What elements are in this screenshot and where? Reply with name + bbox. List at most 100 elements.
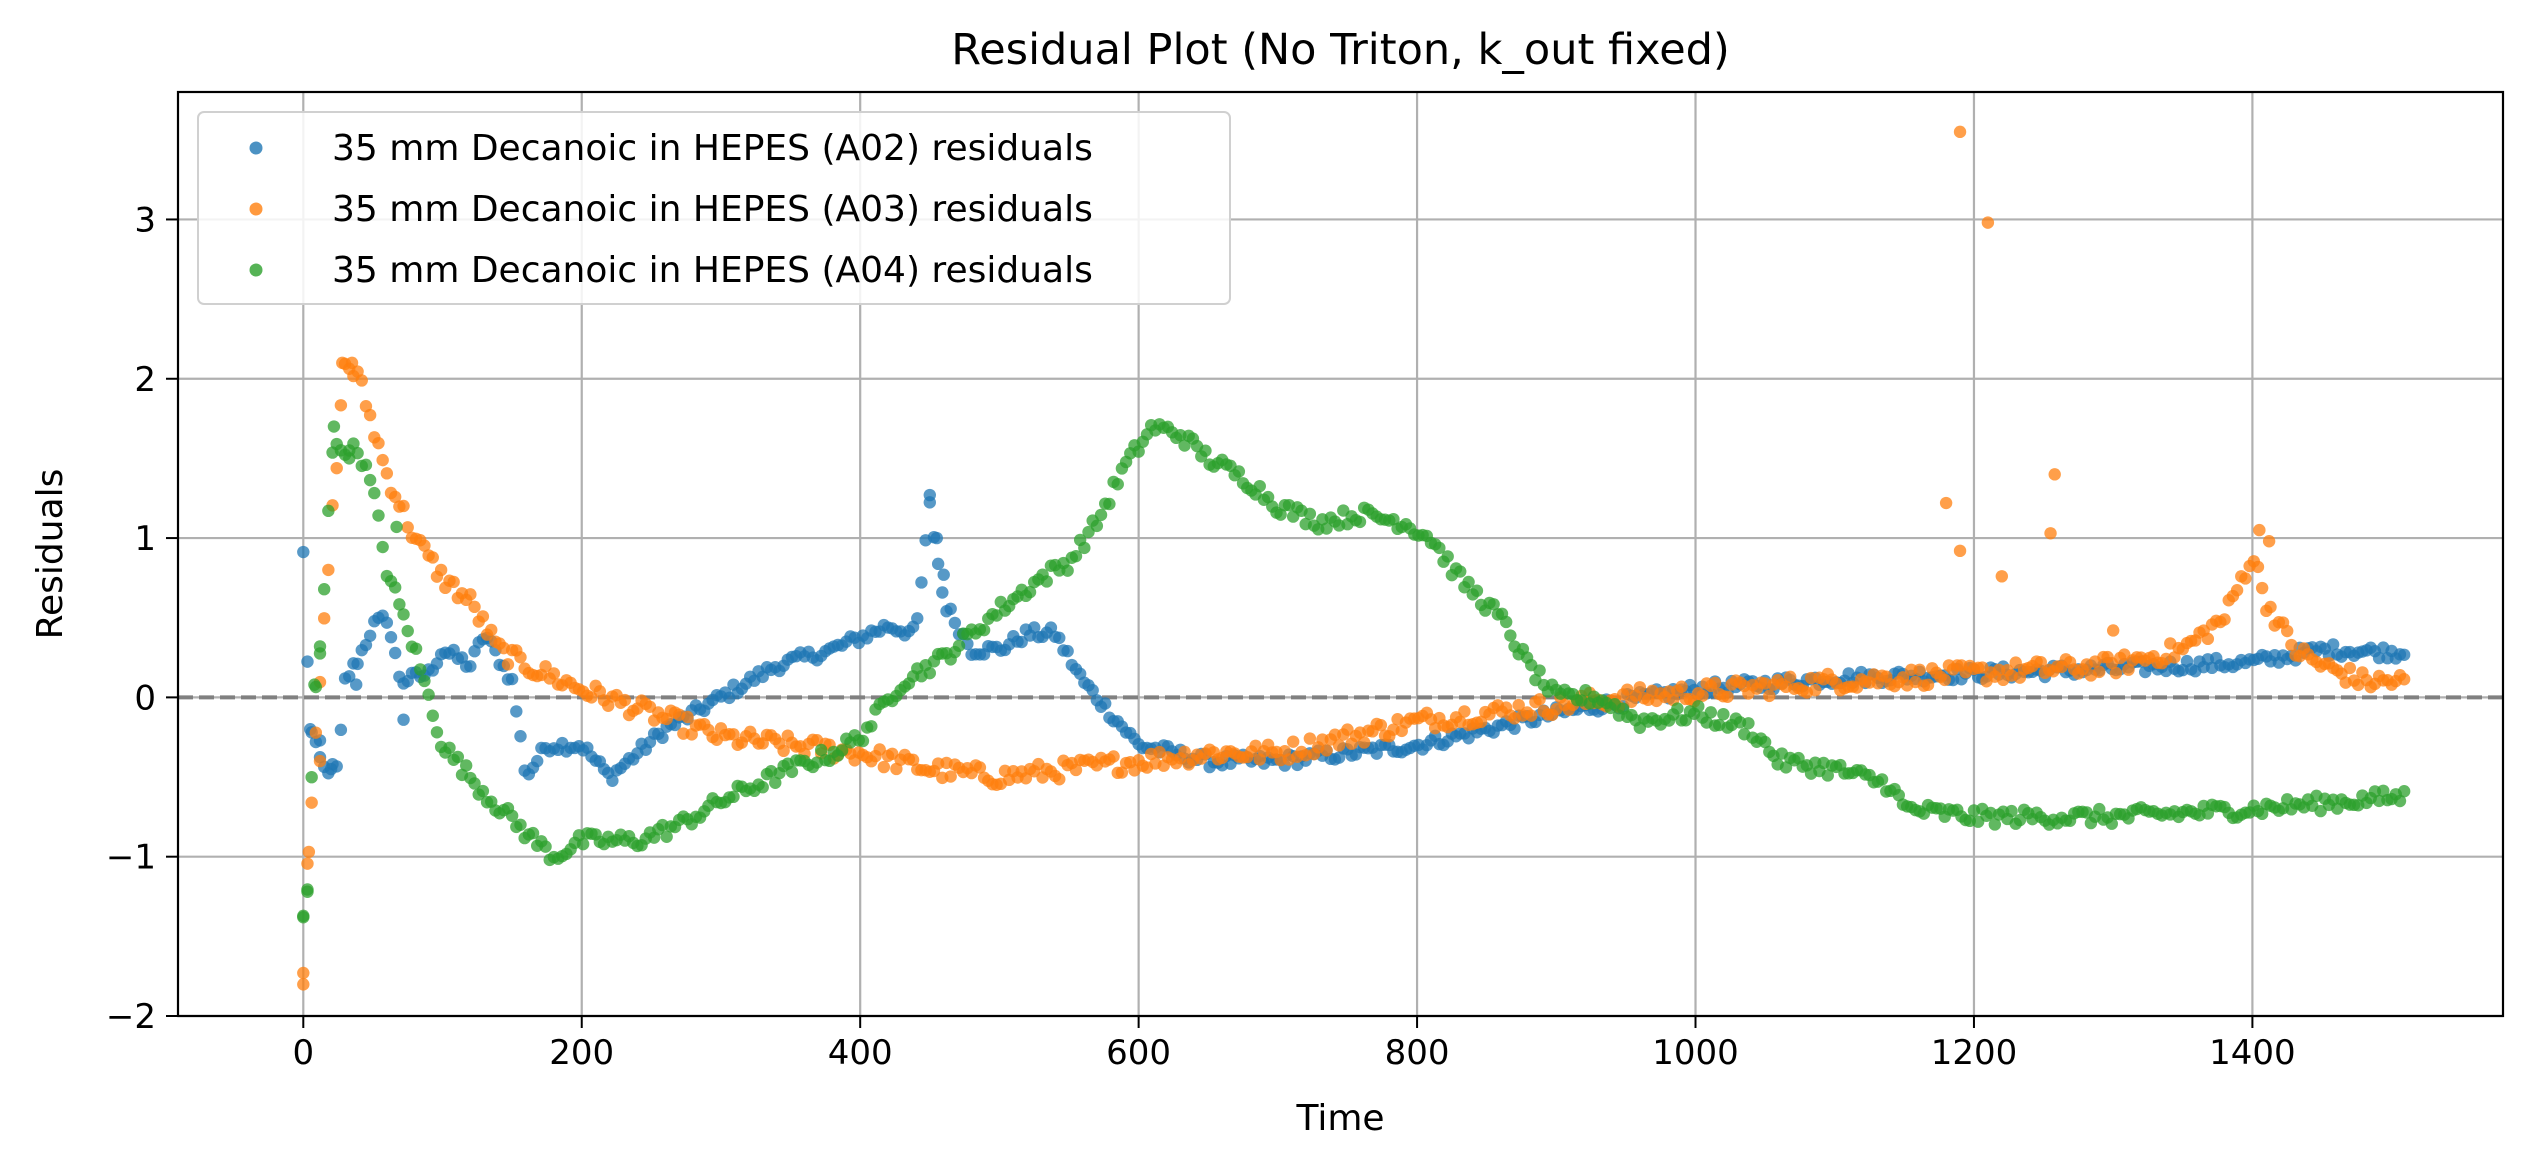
data-point [451,750,465,764]
data-point [505,672,519,686]
data-point [2251,560,2265,574]
data-point [1040,575,1053,588]
data-point [363,473,377,487]
data-point [464,588,477,601]
data-point [911,612,924,625]
data-point [372,509,385,522]
data-point [476,784,490,798]
data-point [368,486,381,500]
data-point [915,576,928,589]
data-point [380,467,394,480]
data-point [1504,629,1517,642]
data-point [447,575,460,589]
data-point [345,356,359,370]
data-point [350,678,363,691]
data-point [2044,527,2057,540]
data-point [2264,600,2277,614]
data-point [1939,496,1953,510]
data-point [1303,507,1317,521]
data-point [376,453,389,467]
legend-label: 35 mm Decanoic in HEPES (A04) residuals [332,250,1093,291]
data-point [1053,773,1066,786]
data-point [1069,549,1083,563]
data-point [443,741,456,755]
data-point [1462,575,1475,589]
data-point [2168,651,2181,664]
data-point [388,581,402,594]
data-point [430,726,444,739]
data-point [302,845,316,859]
data-point [1086,684,1099,697]
data-point [2285,638,2298,652]
data-point [1053,631,1066,645]
data-point [1069,763,1083,777]
data-point [2281,624,2294,638]
x-tick-label: 800 [1385,1033,1450,1073]
data-point [476,610,490,623]
data-point [330,461,343,475]
data-point [1261,490,1275,504]
data-point [1061,564,1074,577]
data-point [2048,468,2061,481]
data-point [2093,802,2106,816]
series-2-points [297,125,2411,991]
data-point [727,728,740,741]
data-point [2397,648,2411,661]
data-point [388,490,402,504]
data-point [977,623,991,637]
data-point [777,744,790,758]
data-point [327,420,341,433]
data-point [1525,709,1538,722]
data-point [397,608,410,621]
data-point [1717,707,1730,721]
data-point [1232,465,1246,478]
data-point [376,540,389,554]
data-point [877,760,891,774]
data-point [937,568,950,581]
data-point [539,660,552,673]
data-point [1533,693,1546,706]
data-point [1253,479,1266,493]
data-point [944,770,957,783]
data-point [464,660,477,673]
data-point [1692,700,1705,713]
data-point [785,765,799,779]
data-point [388,646,402,660]
data-point [539,840,552,853]
data-point [952,639,966,652]
data-point [1995,570,2009,583]
data-point [1111,478,1124,491]
x-tick-label: 1400 [2209,1033,2296,1073]
data-point [334,723,348,737]
x-tick-label: 1200 [1931,1033,2018,1073]
data-point [2326,638,2340,651]
legend-label: 35 mm Decanoic in HEPES (A03) residuals [332,189,1093,230]
data-point [601,699,615,712]
data-point [1921,678,1935,692]
data-point [1763,689,1776,703]
data-point [336,356,349,370]
data-point [390,520,403,534]
data-point [530,754,544,768]
data-point [2377,784,2390,798]
data-point [2122,663,2135,676]
data-point [618,693,632,707]
data-point [1579,684,1592,697]
data-point [510,705,523,718]
data-point [835,744,849,757]
data-point [322,563,335,577]
data-point [297,911,310,924]
data-point [769,776,782,790]
data-point [459,759,473,772]
data-point [2013,813,2027,827]
axis-ticks: 0 200 400 600 800 1000 1200 1400 −2 −1 0 1 2 3 [106,200,2296,1073]
y-tick-label: 3 [134,200,156,240]
y-tick-label: −2 [106,997,156,1037]
data-point [434,563,448,577]
data-point [1875,773,1889,786]
data-point [2393,794,2407,808]
data-point [297,966,310,980]
x-tick-label: 1000 [1652,1033,1739,1073]
data-point [930,531,943,545]
x-axis-label: Time [1295,1098,1384,1139]
